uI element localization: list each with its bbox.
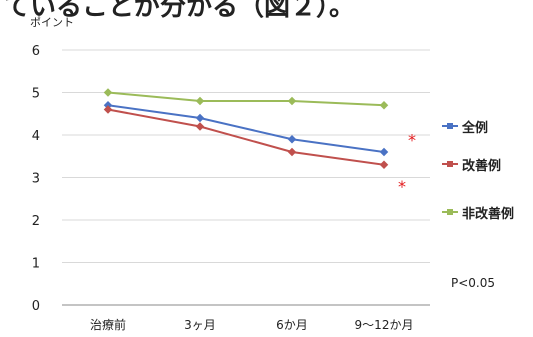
series-point bbox=[195, 96, 205, 106]
x-tick-label: 3ヶ月 bbox=[184, 318, 216, 332]
gridlines bbox=[62, 49, 430, 263]
series-point bbox=[103, 105, 113, 114]
y-tick-label: 6 bbox=[32, 44, 40, 59]
legend-item-not-improved: 非改善例 bbox=[442, 202, 514, 222]
significance-asterisk: * bbox=[408, 130, 416, 149]
series-line bbox=[107, 108, 385, 166]
series-point bbox=[379, 147, 389, 157]
series-point bbox=[379, 160, 389, 169]
series-point bbox=[379, 101, 389, 110]
legend-marker-all bbox=[447, 123, 453, 129]
legend-swatch-not-improved bbox=[442, 209, 458, 215]
y-tick-label: 1 bbox=[32, 257, 40, 272]
series-point bbox=[103, 101, 113, 110]
series-point bbox=[195, 113, 205, 123]
significance-marks: ** bbox=[398, 130, 416, 196]
legend-label-improved: 改善例 bbox=[462, 158, 502, 174]
legend-swatch-all bbox=[442, 123, 458, 129]
series-line bbox=[107, 91, 385, 107]
y-tick-label: 0 bbox=[32, 299, 40, 314]
significance-asterisk: * bbox=[398, 177, 406, 196]
axes: 0 1 2 3 4 5 6 治療前 3ヶ月 6か月 9〜12か月 bbox=[32, 44, 430, 332]
series-point bbox=[103, 88, 113, 97]
page-top-text: ていることが分かる（図２）。 bbox=[4, 0, 356, 22]
x-tick-label: 6か月 bbox=[276, 318, 308, 332]
legend-item-all: 全例 bbox=[442, 116, 488, 136]
legend-marker-improved bbox=[447, 161, 453, 167]
legend-label-all: 全例 bbox=[462, 120, 489, 136]
series-point bbox=[287, 147, 297, 157]
series-line bbox=[107, 104, 385, 153]
y-tick-label: 4 bbox=[32, 129, 40, 144]
series-point bbox=[287, 96, 297, 106]
legend: 全例 改善例 非改善例 bbox=[442, 0, 533, 337]
legend-label-not-improved: 非改善例 bbox=[462, 206, 515, 222]
y-tick-label: 3 bbox=[32, 172, 40, 187]
legend-item-improved: 改善例 bbox=[442, 154, 501, 174]
y-tick-label: 5 bbox=[32, 87, 40, 102]
y-axis-unit-label: ポイント bbox=[30, 16, 74, 29]
x-tick-label: 9〜12か月 bbox=[355, 318, 414, 332]
series-point bbox=[195, 122, 205, 131]
legend-swatch-improved bbox=[442, 161, 458, 167]
y-tick-label: 2 bbox=[32, 214, 40, 229]
legend-marker-not-improved bbox=[447, 209, 453, 215]
series-point bbox=[287, 135, 297, 144]
significance-note: P<0.05 bbox=[451, 276, 496, 290]
x-tick-label: 治療前 bbox=[90, 317, 126, 332]
series-lines bbox=[103, 88, 389, 169]
